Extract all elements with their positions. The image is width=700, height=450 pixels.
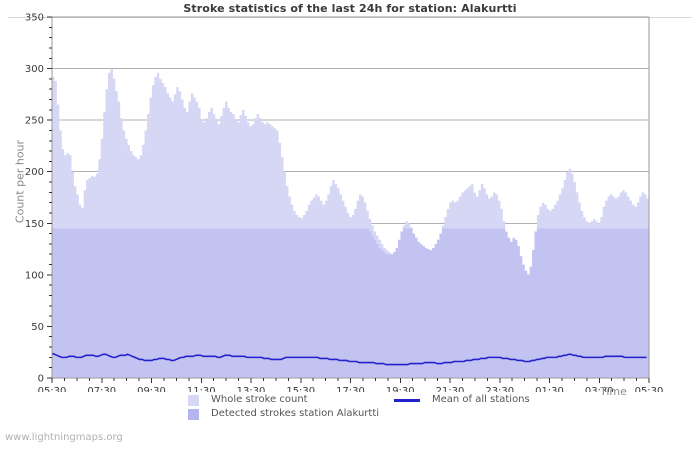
- svg-text:03:30: 03:30: [585, 386, 614, 392]
- svg-text:07:30: 07:30: [87, 386, 116, 392]
- svg-text:100: 100: [25, 270, 44, 281]
- svg-text:200: 200: [25, 167, 44, 178]
- svg-text:13:30: 13:30: [237, 386, 266, 392]
- x-axis-title: Time: [600, 385, 627, 398]
- legend-item-whole-stroke-count: Whole stroke count: [188, 394, 308, 406]
- plot-area: 0 50 100 150 200 250 300 350 05:30 07:30 09:30 11:…: [25, 13, 664, 393]
- svg-text:150: 150: [25, 219, 44, 230]
- svg-text:15:30: 15:30: [286, 386, 315, 392]
- line-series-layer: [51, 352, 647, 366]
- legend-item-mean-of-all-stations: Mean of all stations: [394, 394, 530, 405]
- y-axis-title: Count per hour: [13, 139, 27, 224]
- svg-text:350: 350: [25, 13, 44, 24]
- svg-text:05:30: 05:30: [635, 386, 664, 392]
- legend-label-detected-strokes: Detected strokes station Alakurtti: [211, 408, 380, 419]
- svg-text:300: 300: [25, 64, 44, 75]
- svg-text:23:30: 23:30: [485, 386, 514, 392]
- legend-item-detected-strokes: Detected strokes station Alakurtti: [188, 408, 379, 420]
- svg-text:50: 50: [31, 322, 44, 333]
- svg-text:17:30: 17:30: [336, 386, 365, 392]
- svg-text:19:30: 19:30: [386, 386, 415, 392]
- legend-line-mean-of-all-stations: [394, 399, 420, 402]
- x-axis-ticks: 05:30 07:30 09:30 11:30 13:30 15:30 17:30 19:30…: [38, 378, 664, 392]
- svg-text:250: 250: [25, 116, 44, 127]
- svg-text:05:30: 05:30: [38, 386, 67, 392]
- svg-text:11:30: 11:30: [187, 386, 216, 392]
- legend-label-mean-of-all-stations: Mean of all stations: [432, 394, 530, 405]
- legend-swatch-whole-stroke-count: [188, 395, 199, 406]
- area-series-layer: [52, 68, 649, 379]
- svg-text:01:30: 01:30: [535, 386, 564, 392]
- chart-title: Stroke statistics of the last 24h for st…: [183, 2, 517, 15]
- svg-text:21:30: 21:30: [436, 386, 465, 392]
- legend-swatch-detected-strokes: [188, 409, 199, 420]
- watermark: www.lightningmaps.org: [5, 432, 123, 443]
- svg-text:0: 0: [38, 374, 44, 385]
- y-axis-ticks: 0 50 100 150 200 250 300 350: [25, 13, 52, 385]
- chart-legend: Whole stroke count Detected strokes stat…: [0, 392, 700, 422]
- svg-text:09:30: 09:30: [137, 386, 166, 392]
- legend-label-whole-stroke-count: Whole stroke count: [211, 394, 308, 405]
